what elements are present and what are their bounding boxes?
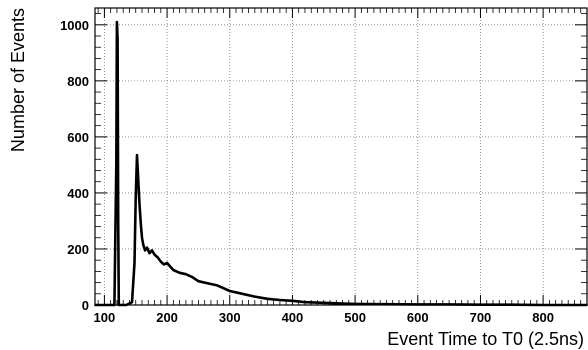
data-point <box>141 236 143 239</box>
data-point <box>448 303 451 306</box>
x-axis-title: Event Time to T0 (2.5ns) <box>387 329 584 349</box>
data-point <box>178 271 181 274</box>
data-point <box>210 283 212 285</box>
data-point <box>222 287 225 290</box>
data-point <box>146 246 148 249</box>
data-point <box>166 262 168 264</box>
x-tick-label: 400 <box>282 310 304 325</box>
plot-frame <box>94 7 588 306</box>
data-point <box>586 304 588 306</box>
x-tick-label: 800 <box>532 310 554 325</box>
data-point <box>172 269 175 271</box>
series-layer <box>94 20 588 307</box>
data-point <box>416 303 419 306</box>
data-point <box>117 220 120 222</box>
x-tick-label: 500 <box>344 310 366 325</box>
data-point <box>131 301 133 304</box>
data-point <box>156 256 159 259</box>
data-point <box>113 304 116 306</box>
data-point <box>253 295 256 298</box>
y-tick-label: 400 <box>67 186 89 201</box>
data-point <box>278 299 281 301</box>
data-point <box>134 197 137 200</box>
y-tick-label: 200 <box>67 242 89 257</box>
data-point <box>138 203 141 206</box>
data-point <box>148 252 151 255</box>
data-point <box>203 281 206 284</box>
data-point <box>341 302 344 305</box>
data-point <box>184 273 187 276</box>
data-point <box>133 262 136 264</box>
data-point <box>542 304 545 306</box>
y-axis-title: Number of Events <box>8 8 28 152</box>
data-point <box>151 249 153 252</box>
y-tick-label: 600 <box>67 130 89 145</box>
data-point <box>119 304 122 306</box>
data-point <box>136 154 138 156</box>
x-tick-label: 100 <box>94 310 116 325</box>
data-point <box>216 284 219 287</box>
data-point <box>117 304 120 306</box>
x-tick-label: 300 <box>219 310 241 325</box>
data-point <box>510 303 513 306</box>
data-point <box>354 302 357 305</box>
data-point <box>115 164 118 166</box>
ticks: 100 200 300 400 500 600 700 800 0 200 400 600 800 100… <box>60 8 587 325</box>
data-point <box>163 263 165 266</box>
data-point <box>322 301 325 304</box>
data-point <box>197 280 200 283</box>
data-point <box>291 299 294 302</box>
data-point <box>139 222 142 225</box>
data-point <box>116 21 118 23</box>
data-point <box>266 297 269 300</box>
data-point <box>304 301 306 304</box>
data-point <box>142 243 145 246</box>
x-tick-label: 700 <box>470 310 492 325</box>
data-point <box>385 303 388 306</box>
y-tick-label: 1000 <box>60 18 89 33</box>
data-point <box>153 253 156 256</box>
histogram-series-line <box>95 20 587 307</box>
data-point <box>125 304 128 306</box>
data-point <box>191 276 194 278</box>
data-point <box>241 292 244 295</box>
data-point <box>94 304 96 306</box>
data-point <box>137 178 140 180</box>
data-point <box>479 303 482 306</box>
x-tick-label: 600 <box>407 310 429 325</box>
x-tick-label: 200 <box>156 310 178 325</box>
data-point <box>144 249 147 252</box>
data-point <box>159 260 162 263</box>
data-point <box>228 290 231 292</box>
y-tick-label: 800 <box>67 74 89 89</box>
grid <box>95 8 587 305</box>
data-point <box>116 37 119 40</box>
y-tick-label: 0 <box>82 298 89 313</box>
